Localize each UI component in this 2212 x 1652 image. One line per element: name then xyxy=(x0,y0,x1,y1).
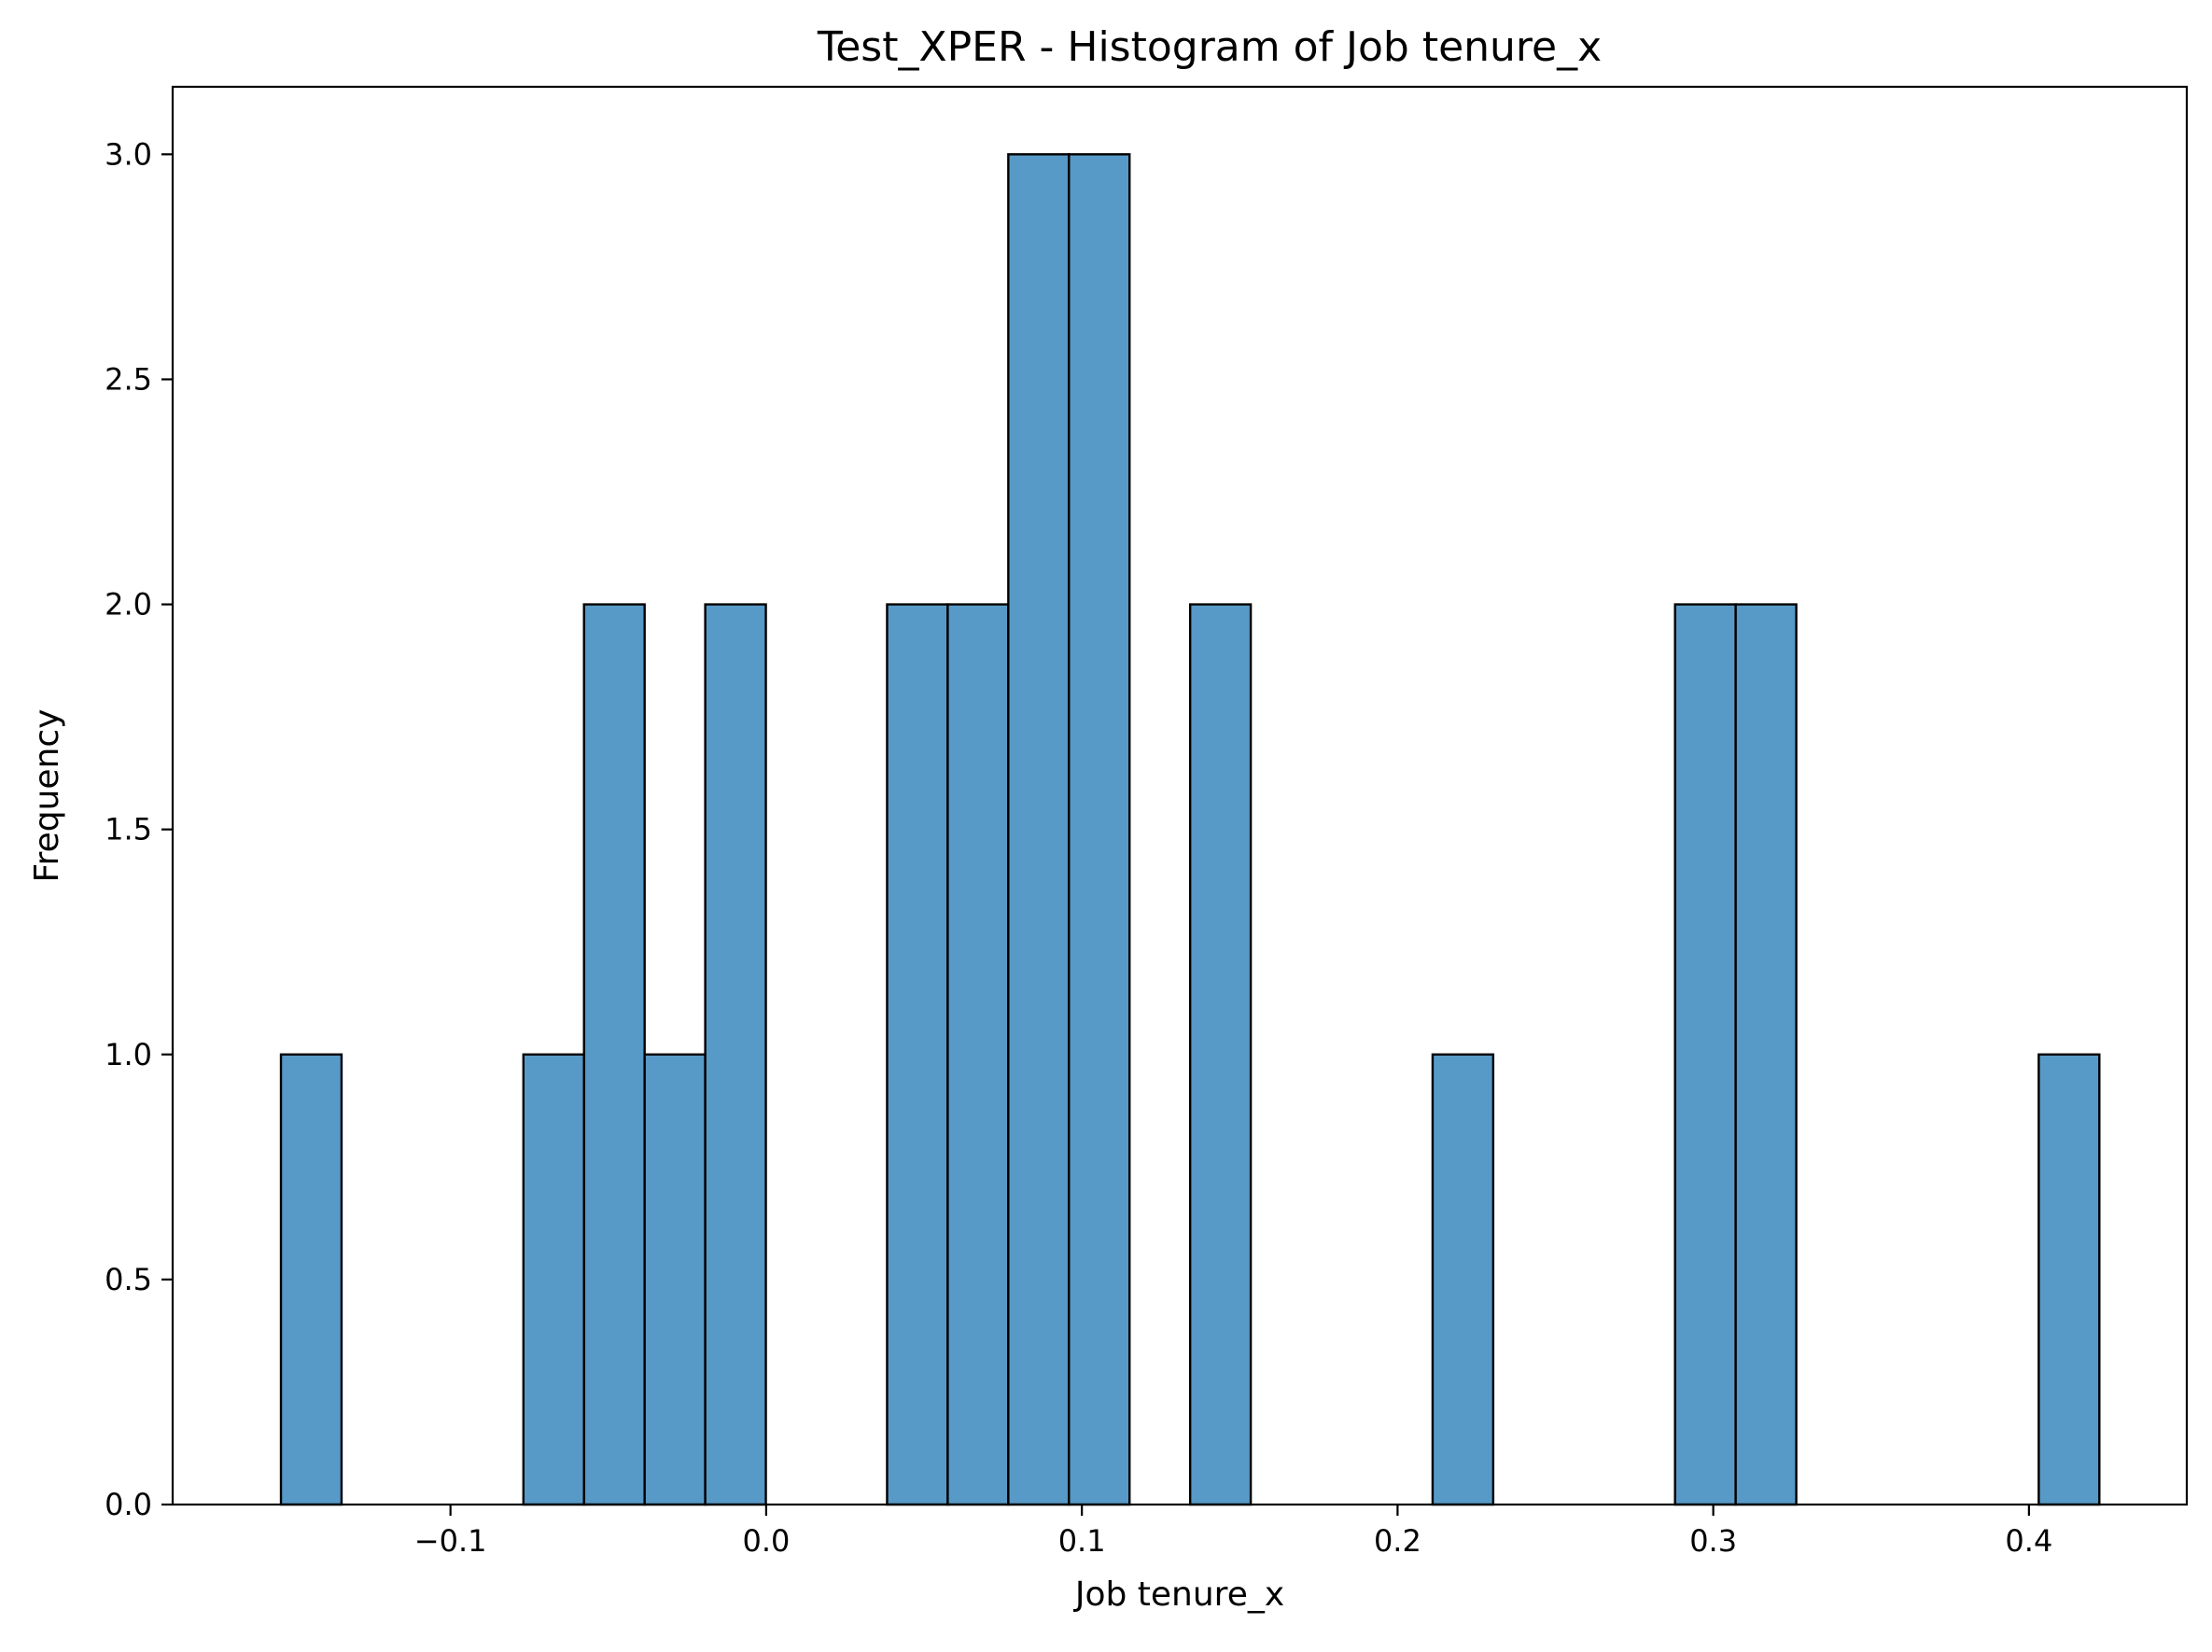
histogram-bar xyxy=(1007,153,1071,1506)
histogram-bar xyxy=(2037,1053,2101,1506)
histogram-bar xyxy=(704,603,767,1506)
histogram-bar xyxy=(946,603,1010,1506)
x-tick-label: 0.1 xyxy=(1058,1523,1106,1559)
x-axis-label: Job tenure_x xyxy=(1073,1575,1284,1614)
y-tick-label: 3.0 xyxy=(105,136,152,172)
y-tick-label: 2.5 xyxy=(105,361,152,397)
x-tick-label: 0.3 xyxy=(1689,1523,1737,1559)
histogram-bar xyxy=(1431,1053,1495,1506)
histogram-bar xyxy=(1188,603,1253,1506)
y-tick-label: 0.0 xyxy=(105,1487,152,1522)
x-tick-label: −0.1 xyxy=(414,1523,487,1559)
y-axis-ticks: 0.0 0.5 1.0 1.5 2.0 2.5 3.0 xyxy=(105,136,173,1522)
x-tick-label: 0.2 xyxy=(1374,1523,1421,1559)
histogram-bar xyxy=(886,603,949,1506)
y-axis-label: Frequency xyxy=(28,709,66,883)
plot-frame xyxy=(171,85,2189,1506)
histogram-bar xyxy=(1068,153,1131,1506)
x-tick-label: 0.0 xyxy=(742,1523,790,1559)
histogram-bar xyxy=(1734,603,1798,1506)
histogram-bar xyxy=(522,1053,585,1506)
histogram-bar xyxy=(582,603,646,1506)
y-tick-label: 0.5 xyxy=(105,1262,152,1297)
histogram-bar xyxy=(1673,603,1737,1506)
x-axis-ticks: −0.1 0.0 0.1 0.2 0.3 0.4 xyxy=(414,1505,2052,1559)
histogram-bar xyxy=(643,1053,707,1506)
y-tick-label: 2.0 xyxy=(105,587,152,623)
y-tick-label: 1.5 xyxy=(105,812,152,847)
x-tick-label: 0.4 xyxy=(2005,1523,2052,1559)
histogram-bar xyxy=(279,1053,343,1506)
y-tick-label: 1.0 xyxy=(105,1037,152,1072)
bars-layer xyxy=(279,153,2101,1506)
chart-title: Test_XPER - Histogram of Job tenure_x xyxy=(817,23,1602,71)
